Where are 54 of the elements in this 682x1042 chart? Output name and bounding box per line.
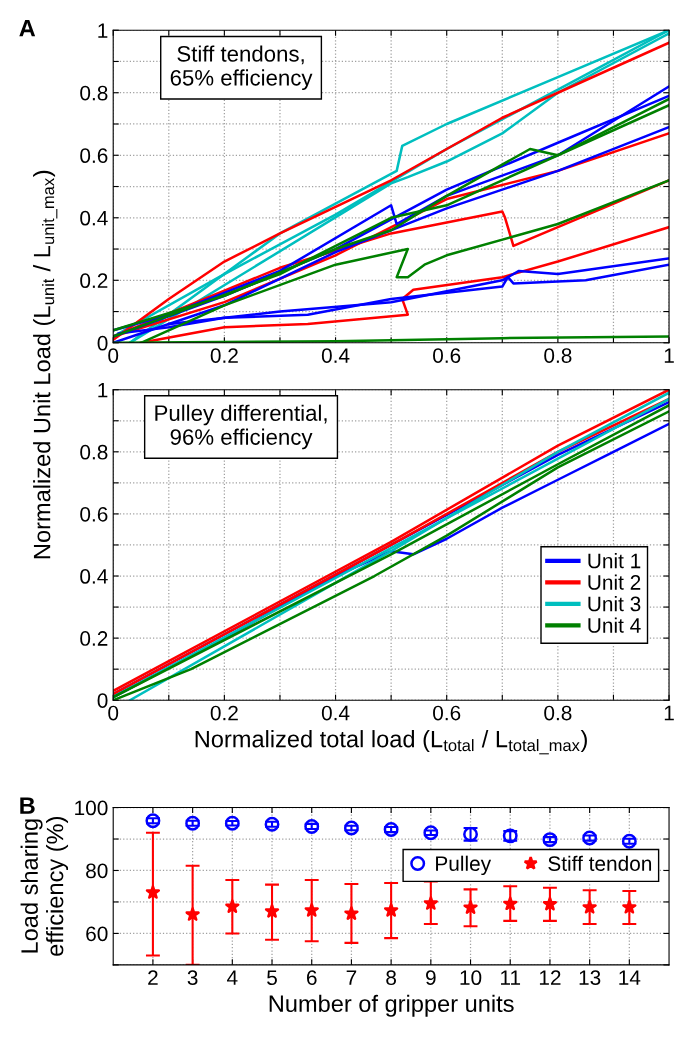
x-tick-label: 0.8: [544, 705, 572, 721]
x-tick-label: 0.2: [210, 348, 238, 363]
x-tick-label: 11: [501, 970, 521, 985]
x-tick-label: 0.4: [321, 705, 350, 721]
y-tick-label: 0.6: [80, 148, 108, 164]
x-tick-label: 13: [579, 970, 601, 986]
legend-label: Unit 2: [588, 574, 641, 590]
x-tick-label: 14: [619, 970, 641, 985]
y-tick-label: 0.8: [80, 444, 108, 460]
x-tick-label: 0: [108, 705, 119, 721]
legend-label: Pulley: [436, 855, 492, 876]
x-axis-title: Number of gripper units: [269, 994, 514, 1017]
x-tick-label: 3: [187, 970, 198, 986]
legend-label: Stiff tendon: [548, 855, 652, 871]
text: A: [19, 20, 36, 37]
annotation: Pulley differential, 96% efficiency: [155, 404, 327, 450]
annotation: Stiff tendons, 65% efficiency: [170, 45, 313, 91]
y-tick-label: 0.8: [80, 85, 108, 101]
x-tick-label: 12: [539, 970, 561, 985]
y-tick-label: 100: [75, 800, 108, 816]
x-tick-label: 1: [664, 705, 674, 721]
y-axis-title: Normalized Unit Load (L$_{unit}$ / L$_{unit_max}$): [33, 170, 58, 559]
x-tick-label: 2: [148, 970, 158, 985]
y-tick-label: 80: [86, 863, 108, 879]
y-tick-label: 0.6: [80, 506, 108, 522]
text: B: [20, 797, 35, 814]
legend-label: Unit 3: [588, 596, 641, 612]
y-tick-label: 0: [97, 335, 108, 351]
x-axis-title: Normalized total load (L$_{total}$ / L$_{total_max}$): [195, 730, 587, 755]
x-tick-label: 7: [346, 970, 357, 985]
legend-label: Unit 1: [588, 553, 641, 569]
y-tick-label: 60: [86, 926, 108, 942]
y-tick-label: 0.2: [80, 273, 108, 289]
x-tick-label: 0.4: [321, 348, 350, 363]
x-tick-label: 1: [664, 348, 674, 363]
x-tick-label: 9: [426, 970, 436, 986]
x-tick-label: 0.6: [433, 705, 461, 721]
y-axis-title: Load sharing efficiency (%): [20, 817, 69, 956]
y-tick-label: 0.2: [80, 631, 108, 646]
x-tick-label: 0: [108, 348, 119, 363]
x-tick-label: 0.6: [433, 348, 461, 363]
x-tick-label: 10: [460, 970, 482, 986]
x-tick-label: 0.2: [210, 705, 238, 721]
x-tick-label: 8: [386, 970, 397, 986]
y-tick-label: 1: [98, 23, 108, 38]
legend-label: Unit 4: [588, 617, 641, 633]
y-tick-label: 1: [98, 382, 108, 398]
y-tick-label: 0: [97, 693, 108, 708]
x-tick-label: 5: [267, 970, 277, 986]
x-tick-label: 4: [227, 970, 238, 985]
y-tick-label: 0.4: [80, 210, 108, 226]
y-tick-label: 0.4: [80, 569, 108, 584]
x-tick-label: 0.8: [544, 348, 572, 363]
x-tick-label: 6: [306, 970, 317, 986]
